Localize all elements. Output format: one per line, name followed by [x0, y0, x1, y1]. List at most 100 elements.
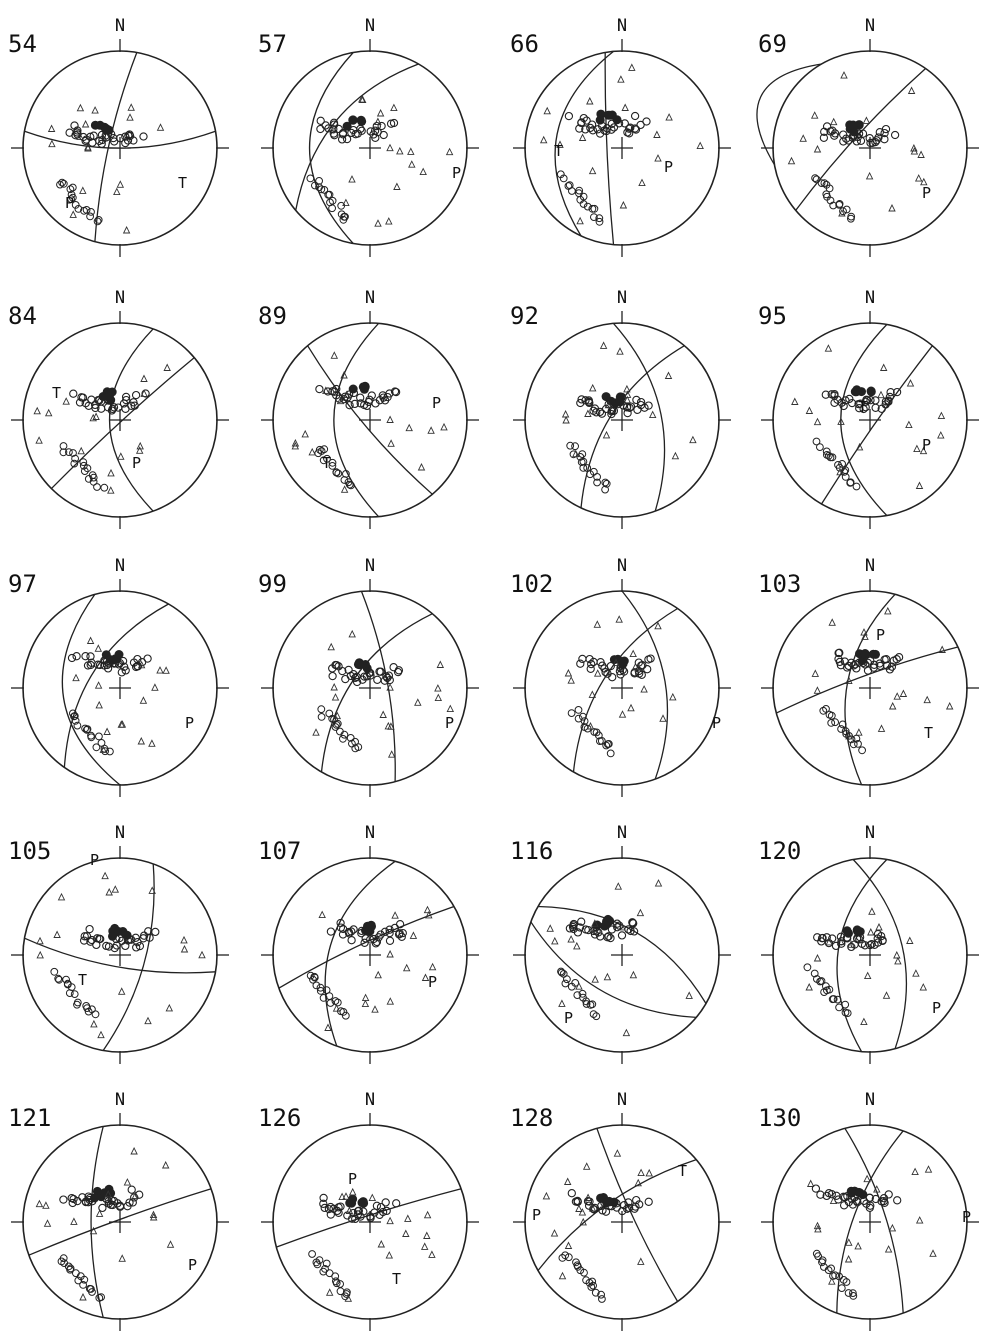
compression-symbol [582, 1000, 591, 1008]
dilatation-symbol [558, 1271, 567, 1280]
compression-symbol [328, 204, 337, 213]
compression-symbol [371, 399, 380, 408]
compression-symbol [73, 126, 82, 135]
dilatation-symbol [863, 971, 872, 980]
compression-symbol [842, 1278, 851, 1286]
dilatation-symbol [654, 154, 662, 162]
dilatation-symbol [906, 379, 915, 387]
compression-symbol [630, 1204, 639, 1213]
compression-symbol [100, 483, 109, 492]
nodal-plane [24, 130, 216, 149]
dilatation-symbol [116, 180, 125, 188]
compression-symbol [90, 1193, 100, 1203]
dilatation-symbol [828, 618, 836, 626]
nodal-plane [613, 322, 666, 512]
compression-symbol [592, 728, 601, 737]
stereonet-panel-116: N 116 P [510, 823, 731, 1064]
event-number: 95 [758, 302, 787, 330]
compression-symbol [596, 1193, 606, 1203]
compression-symbol [109, 133, 118, 143]
principal-axis-label: T [322, 454, 331, 472]
compression-symbol [854, 740, 862, 748]
compression-symbol [842, 926, 852, 936]
compression-symbol [332, 1279, 341, 1288]
compression-symbol [849, 740, 858, 749]
compression-symbol [603, 110, 613, 120]
dilatation-symbol [423, 905, 432, 914]
compression-symbol [348, 384, 358, 394]
north-label: N [865, 16, 875, 36]
compression-symbol [586, 664, 595, 673]
dilatation-symbol [331, 693, 340, 701]
compression-symbol [885, 392, 895, 402]
dilatation-symbol [340, 370, 348, 379]
dilatation-symbol [867, 927, 875, 936]
compression-symbol [340, 730, 349, 739]
event-number: 126 [258, 1104, 301, 1132]
compression-symbol [316, 124, 325, 134]
dilatation-symbol [42, 1201, 50, 1209]
compression-symbol [347, 481, 355, 490]
principal-axis-label: T [178, 174, 187, 192]
compression-symbol [557, 968, 566, 977]
compression-symbol [121, 666, 130, 675]
compression-symbol [354, 1206, 364, 1215]
compression-symbol [624, 1198, 633, 1207]
dilatation-symbol [884, 606, 892, 615]
event-number: 99 [258, 570, 287, 598]
compression-symbol [366, 1212, 375, 1221]
dilatation-symbol [92, 412, 100, 420]
dilatation-symbol [76, 103, 85, 112]
dilatation-symbol [408, 160, 416, 168]
compression-symbol [860, 650, 870, 660]
compression-symbol [878, 936, 887, 945]
dilatation-symbol [854, 1241, 862, 1250]
dilatation-symbol [584, 1193, 592, 1201]
principal-axis-label: P [922, 436, 931, 454]
stereonet-panel-120: N 120 P [758, 823, 979, 1064]
dilatation-symbol [638, 178, 646, 187]
compression-symbol [361, 934, 370, 943]
compression-symbol [589, 1010, 598, 1018]
dilatation-symbol [838, 208, 846, 217]
compression-symbol [849, 127, 859, 137]
dilatation-symbol [79, 186, 87, 194]
dilatation-symbol [348, 629, 356, 638]
nodal-plane [776, 646, 959, 714]
dilatation-symbol [89, 413, 97, 422]
dilatation-symbol [387, 750, 396, 758]
dilatation-symbol [893, 692, 901, 700]
dilatation-symbol [118, 1254, 126, 1262]
compression-symbol [852, 137, 861, 146]
compression-symbol [97, 139, 106, 149]
dilatation-symbol [122, 225, 131, 234]
compression-symbol [59, 448, 68, 457]
compression-symbol [367, 391, 376, 400]
compression-symbol [319, 994, 328, 1002]
dilatation-symbol [149, 1210, 158, 1219]
compression-symbol [812, 437, 821, 446]
compression-symbol [812, 175, 821, 184]
dilatation-symbol [421, 973, 430, 981]
north-label: N [115, 288, 125, 308]
dilatation-symbol [387, 439, 395, 447]
compression-symbol [86, 132, 95, 141]
compression-symbol [561, 1251, 570, 1260]
compression-symbol [383, 673, 392, 683]
event-number: 69 [758, 30, 787, 58]
compression-symbol [335, 394, 344, 403]
compression-symbol [852, 482, 861, 491]
compression-symbol [330, 120, 339, 129]
compression-symbol [89, 473, 98, 482]
compression-symbol [595, 217, 604, 226]
dilatation-symbol [811, 669, 820, 677]
compression-symbol [881, 124, 891, 134]
dilatation-symbol [402, 963, 411, 972]
compression-symbol [375, 667, 384, 676]
stereonet-panel-69: N 69 P [756, 16, 979, 257]
compression-symbol [602, 124, 612, 133]
compression-symbol [638, 661, 647, 670]
principal-axis-label: P [428, 973, 437, 991]
compression-symbol [372, 937, 382, 947]
compression-symbol [391, 387, 401, 397]
